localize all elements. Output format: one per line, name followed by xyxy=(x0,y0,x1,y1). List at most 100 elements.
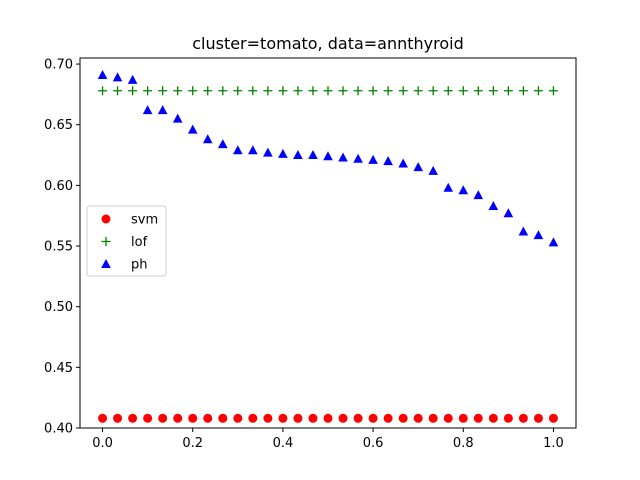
ph-point xyxy=(248,145,258,155)
svm-point xyxy=(158,413,168,423)
ph-point xyxy=(443,182,454,192)
lof-point xyxy=(98,86,108,96)
svm-point xyxy=(458,413,468,423)
svm-point xyxy=(503,413,513,423)
y-tick-label: 0.50 xyxy=(44,300,73,315)
lof-point xyxy=(353,86,363,96)
ph-point xyxy=(488,201,499,210)
svm-point xyxy=(113,413,123,423)
ph-point xyxy=(473,190,484,200)
ph-point xyxy=(518,226,529,236)
plot-marks xyxy=(97,69,559,423)
legend-marker-svm xyxy=(101,214,111,224)
x-tick-label: 0.4 xyxy=(273,436,294,451)
svm-point xyxy=(443,413,453,423)
ph-point xyxy=(428,165,438,175)
ph-point xyxy=(157,105,168,115)
lof-point xyxy=(143,86,153,96)
svm-point xyxy=(518,413,528,423)
legend: svm lof ph xyxy=(86,205,167,277)
svm-point xyxy=(98,413,108,423)
svm-point xyxy=(128,413,138,423)
lof-point xyxy=(398,86,408,96)
svm-point xyxy=(428,413,438,423)
lof-point xyxy=(338,86,348,96)
ph-point xyxy=(338,152,348,162)
lof-point xyxy=(428,86,438,96)
ph-point xyxy=(293,150,303,160)
y-tick-label: 0.45 xyxy=(44,361,73,376)
ph-point xyxy=(278,148,288,158)
svm-point xyxy=(398,413,408,423)
svm-point xyxy=(488,413,498,423)
ph-point xyxy=(458,185,469,195)
lof-point xyxy=(503,86,513,96)
x-tick-label: 0.2 xyxy=(182,436,203,451)
x-axis: 0.0 0.2 0.4 0.6 0.8 1.0 xyxy=(92,428,564,451)
ph-point xyxy=(413,162,423,172)
ph-point xyxy=(383,156,393,166)
lof-point xyxy=(518,86,528,96)
lof-point xyxy=(533,86,543,96)
svm-point xyxy=(173,413,183,423)
svm-point xyxy=(368,413,378,423)
svm-point xyxy=(323,413,333,423)
ph-point xyxy=(112,72,123,82)
x-tick-label: 0.6 xyxy=(363,436,384,451)
lof-point xyxy=(113,86,123,96)
lof-point xyxy=(218,86,228,96)
x-tick-label: 0.8 xyxy=(453,436,474,451)
svm-point xyxy=(203,413,213,423)
y-tick-label: 0.60 xyxy=(44,179,73,194)
legend-label-lof: lof xyxy=(131,235,148,250)
y-tick-label: 0.55 xyxy=(44,240,73,255)
lof-point xyxy=(248,86,258,96)
svm-point xyxy=(533,413,543,423)
svm-point xyxy=(338,413,348,423)
ph-point xyxy=(233,145,243,155)
lof-point xyxy=(203,86,213,96)
lof-point xyxy=(413,86,423,96)
y-tick-label: 0.65 xyxy=(44,118,73,133)
ph-point xyxy=(187,124,198,134)
ph-point xyxy=(202,134,213,144)
y-tick-label: 0.40 xyxy=(44,422,73,437)
svm-point xyxy=(293,413,303,423)
lof-point xyxy=(323,86,333,96)
ph-point xyxy=(323,151,333,161)
svm-point xyxy=(218,413,228,423)
lof-point xyxy=(308,86,318,96)
lof-point xyxy=(443,86,453,96)
legend-label-ph: ph xyxy=(131,258,148,273)
svm-point xyxy=(413,413,423,423)
x-tick-label: 0.0 xyxy=(92,436,113,451)
lof-point xyxy=(173,86,183,96)
svm-point xyxy=(278,413,288,423)
lof-point xyxy=(473,86,483,96)
ph-point xyxy=(353,153,363,163)
lof-point xyxy=(383,86,393,96)
x-tick-label: 1.0 xyxy=(543,436,564,451)
lof-point xyxy=(233,86,243,96)
legend-marker-lof xyxy=(101,237,111,246)
ph-point xyxy=(172,113,183,123)
lof-point xyxy=(278,86,288,96)
ph-point xyxy=(127,74,138,84)
y-axis: 0.40 0.45 0.50 0.55 0.60 0.65 0.70 xyxy=(44,58,80,437)
ph-point xyxy=(308,150,318,160)
svm-point xyxy=(143,413,153,423)
ph-point xyxy=(533,230,544,240)
lof-point xyxy=(188,86,198,96)
plot-area-frame xyxy=(79,57,577,429)
svm-point xyxy=(233,413,243,423)
chart-title: cluster=tomato, data=annthyroid xyxy=(192,34,464,53)
svm-point xyxy=(308,413,318,423)
legend-box xyxy=(86,205,167,277)
ph-point xyxy=(263,147,273,157)
legend-label-svm: svm xyxy=(131,213,158,228)
lof-point xyxy=(488,86,498,96)
svm-point xyxy=(473,413,483,423)
ph-point xyxy=(218,139,228,149)
svm-point xyxy=(548,413,558,423)
